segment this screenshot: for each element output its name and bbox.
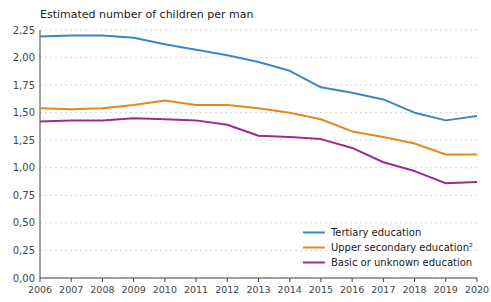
y-label: Estimated number of children per man: [40, 8, 253, 21]
x-tick-label: 2019: [434, 284, 458, 295]
y-grid-line: [40, 167, 477, 168]
series-lines: [40, 36, 477, 184]
x-tick: [289, 278, 290, 282]
chart: Estimated number of children per man 0,00…: [0, 0, 491, 302]
legend-swatch: [303, 232, 325, 234]
x-tick-label: 2013: [246, 284, 270, 295]
y-tick-label: 1,25: [13, 135, 35, 146]
x-tick: [352, 278, 353, 282]
x-tick: [102, 278, 103, 282]
legend: Tertiary education Upper secondary educat…: [303, 227, 473, 268]
x-tick: [414, 278, 415, 282]
x-tick-label: 2017: [371, 284, 395, 295]
y-tick-label: 1,00: [13, 162, 35, 173]
x-tick-label: 2009: [122, 284, 146, 295]
x-tick: [227, 278, 228, 282]
grid: [40, 30, 477, 278]
y-tick-label: 2,00: [13, 52, 35, 63]
x-axis-line: [40, 278, 477, 279]
y-grid-line: [40, 85, 477, 86]
x-tick-label: 2011: [184, 284, 208, 295]
y-grid-line: [40, 30, 477, 31]
x-tick-label: 2007: [59, 284, 83, 295]
y-grid-line: [40, 195, 477, 196]
x-tick: [320, 278, 321, 282]
legend-label: Tertiary education: [330, 227, 421, 238]
y-tick-label: 0,75: [13, 190, 35, 201]
x-tick-label: 2020: [465, 284, 489, 295]
x-tick-label: 2010: [153, 284, 177, 295]
legend-swatch: [303, 262, 325, 264]
y-grid-line: [40, 222, 477, 223]
y-tick-label: 0,25: [13, 245, 35, 256]
y-grid-line: [40, 57, 477, 58]
y-axis-line: [40, 30, 41, 278]
y-tick-label: 1,75: [13, 80, 35, 91]
x-tick: [383, 278, 384, 282]
y-tick-label: 1,50: [13, 107, 35, 118]
x-tick-label: 2018: [402, 284, 426, 295]
x-tick: [258, 278, 259, 282]
series-line: [40, 118, 477, 183]
y-grid-line: [40, 140, 477, 141]
x-tick: [71, 278, 72, 282]
legend-swatch: [303, 247, 325, 249]
series-line: [40, 101, 477, 155]
legend-label: Upper secondary education²: [331, 242, 473, 253]
x-tick: [477, 278, 478, 282]
y-tick-label: 2,25: [13, 25, 35, 36]
y-tick-label: 0,00: [13, 273, 35, 284]
legend-label: Basic or unknown education: [331, 257, 472, 268]
x-tick-label: 2012: [215, 284, 239, 295]
x-tick-label: 2016: [340, 284, 364, 295]
x-tick-label: 2014: [278, 284, 302, 295]
x-tick-label: 2015: [309, 284, 333, 295]
x-tick-label: 2006: [28, 284, 52, 295]
y-tick-label: 0,50: [13, 217, 35, 228]
x-tick: [40, 278, 41, 282]
x-tick: [164, 278, 165, 282]
y-grid-line: [40, 278, 477, 279]
x-tick-label: 2008: [90, 284, 114, 295]
x-tick: [133, 278, 134, 282]
x-tick: [196, 278, 197, 282]
x-tick: [445, 278, 446, 282]
